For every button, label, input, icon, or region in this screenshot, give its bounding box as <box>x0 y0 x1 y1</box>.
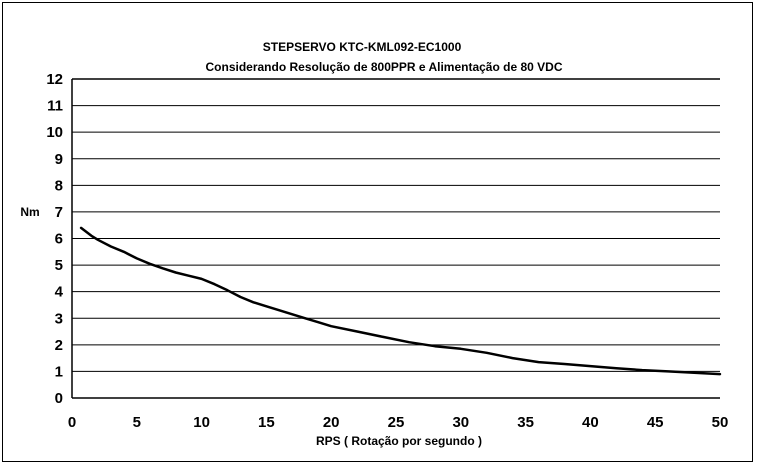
chart-title: STEPSERVO KTC-KML092-EC1000 <box>263 40 462 54</box>
x-tick-labels: 0 5 10 15 20 25 30 35 40 45 50 <box>68 414 729 431</box>
y-tick-label: 2 <box>55 337 63 354</box>
x-tick-label: 10 <box>193 414 210 431</box>
y-tick-label: 11 <box>47 98 63 115</box>
x-tick-label: 45 <box>647 414 664 431</box>
x-axis-label: RPS ( Rotação por segundo ) <box>316 434 482 448</box>
x-tick-label: 15 <box>258 414 275 431</box>
y-tick-label: 0 <box>55 390 63 407</box>
y-tick-label: 10 <box>46 124 63 141</box>
y-tick-label: 6 <box>55 231 63 248</box>
x-tick-label: 25 <box>388 414 405 431</box>
gridlines <box>71 78 720 399</box>
x-tick-label: 35 <box>517 414 534 431</box>
x-tick-label: 50 <box>712 414 729 431</box>
y-tick-label: 12 <box>46 71 63 88</box>
y-tick-label: 3 <box>55 310 63 327</box>
y-axis-label: Nm <box>20 205 39 219</box>
x-tick-label: 20 <box>323 414 340 431</box>
chart-subtitle: Considerando Resolução de 800PPR e Alime… <box>206 60 563 74</box>
y-tick-label: 5 <box>55 257 63 274</box>
x-tick-label: 30 <box>452 414 469 431</box>
series-line-0 <box>79 226 722 376</box>
x-tick-label: 40 <box>582 414 599 431</box>
y-tick-label: 7 <box>55 204 63 221</box>
y-tick-label: 9 <box>55 151 63 168</box>
y-tick-label: 4 <box>55 284 64 301</box>
series-layer <box>79 226 722 376</box>
x-tick-label: 0 <box>68 414 76 431</box>
y-tick-label: 8 <box>55 177 63 194</box>
y-tick-label: 1 <box>55 363 63 380</box>
x-tick-label: 5 <box>133 414 141 431</box>
